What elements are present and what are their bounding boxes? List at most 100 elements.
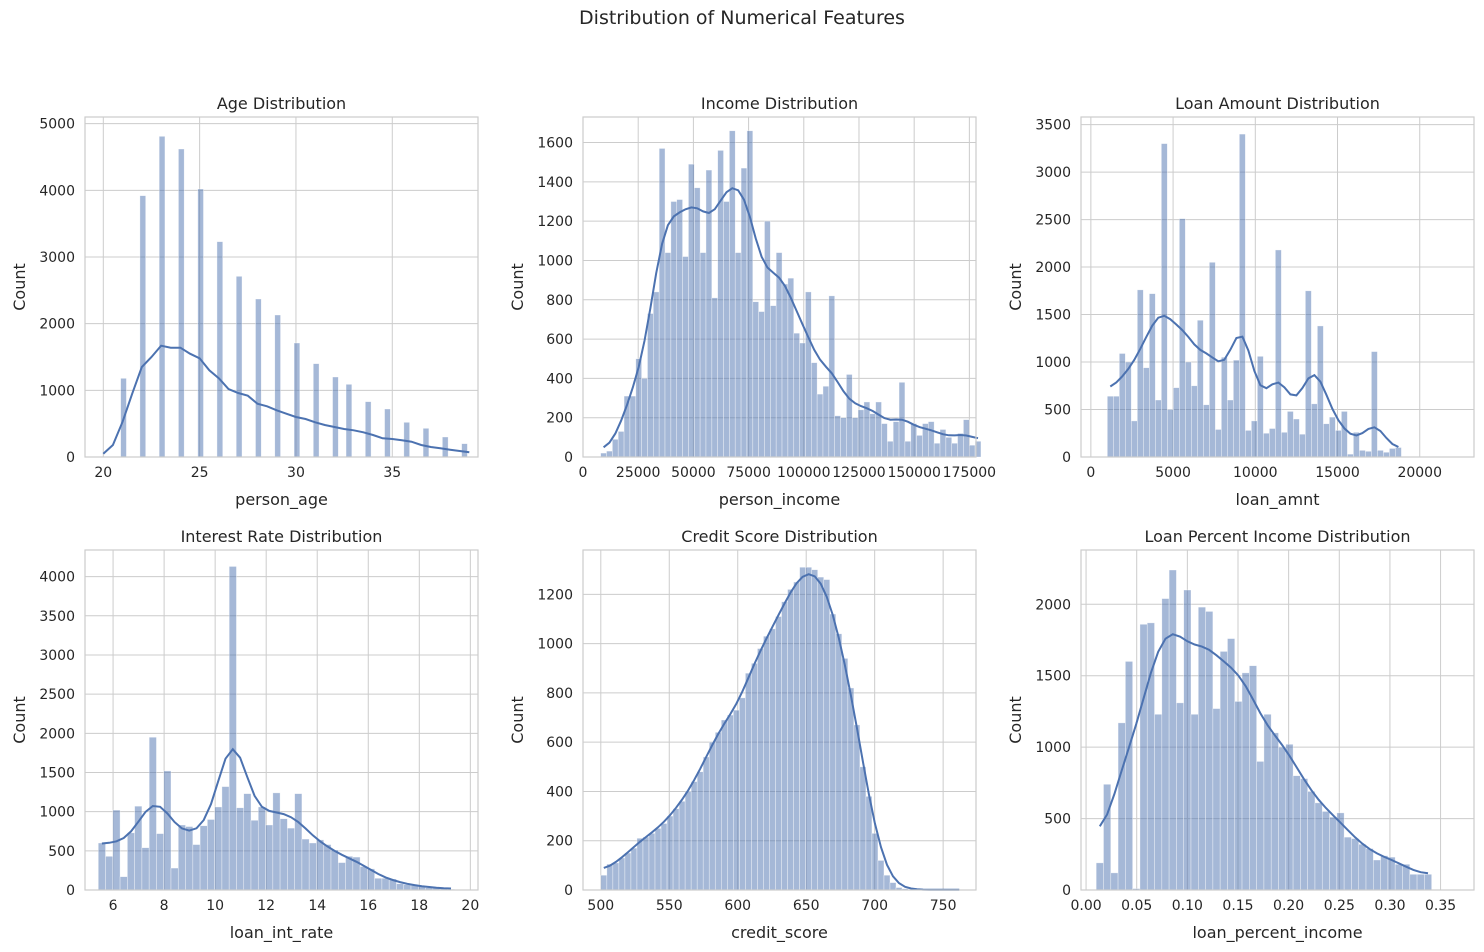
histogram-bar (758, 311, 765, 458)
histogram-bar (887, 440, 894, 458)
y-tick-label: 500 (1044, 812, 1071, 828)
histogram-bar (461, 443, 468, 458)
histogram-bar (654, 828, 662, 891)
histogram-bar (612, 862, 620, 891)
histogram-bar (805, 291, 812, 458)
histogram-bar (648, 833, 656, 891)
histogram-bar (816, 393, 824, 458)
x-tick-label: 0.25 (1324, 898, 1355, 914)
y-tick-label: 500 (48, 844, 75, 860)
axes-frame (1080, 549, 1475, 891)
histogram-bar (185, 826, 194, 891)
histogram-bar (228, 566, 237, 891)
histogram-bar (1197, 606, 1206, 891)
axes-frame (582, 116, 977, 458)
histogram-bar (670, 201, 678, 458)
subplot-title: Interest Rate Distribution (181, 527, 383, 546)
histogram-bar (1173, 387, 1180, 458)
y-tick-label: 1000 (39, 383, 75, 399)
histogram-bar (723, 201, 730, 458)
histogram-bar (1119, 353, 1126, 458)
histogram-bar (781, 601, 788, 891)
x-tick-label: 0.20 (1273, 898, 1304, 914)
histogram-bar (308, 842, 317, 891)
histogram-bar (197, 188, 204, 458)
y-tick-label: 500 (1044, 403, 1071, 419)
histogram-bar (910, 423, 917, 458)
y-tick-label: 3000 (39, 250, 75, 266)
y-tick-label: 800 (546, 293, 573, 309)
histogram-bar (904, 440, 912, 458)
histogram-bar (727, 714, 734, 891)
histogram-bar (857, 409, 865, 458)
histogram-bar (1275, 249, 1282, 458)
subplot-1: 20 25 30 35 0 1000 2000 3000 4000 5000 Age Distrib… (10, 94, 479, 510)
histogram-bar (1197, 319, 1204, 458)
histogram-bar (1131, 420, 1138, 458)
histogram-bar (875, 401, 882, 458)
histogram-bar (757, 648, 764, 891)
histogram-bar (835, 633, 843, 891)
histogram-bar (1179, 218, 1186, 458)
histogram-bar (822, 385, 830, 458)
x-tick-label: 0.00 (1070, 898, 1101, 914)
histogram-bar (199, 825, 208, 891)
histogram-bar (279, 818, 288, 891)
y-tick-label: 0 (564, 883, 573, 899)
x-tick-label: 125000 (832, 465, 885, 481)
histogram-bar (630, 847, 638, 891)
histogram-bar (851, 417, 859, 458)
axes-frame (582, 549, 977, 891)
histogram-bar (1371, 351, 1378, 458)
histogram-bar (678, 801, 686, 891)
histogram-bar (374, 877, 383, 891)
y-tick-label: 4000 (39, 570, 75, 586)
histogram-bar (1212, 708, 1221, 891)
histogram-bar (287, 827, 295, 891)
y-tick-label: 2000 (1035, 597, 1071, 613)
histogram-bar (1351, 838, 1360, 891)
histogram-bar (148, 736, 157, 891)
y-axis-label: Count (1006, 263, 1025, 311)
y-tick-label: 1200 (537, 587, 573, 603)
histogram-bar (1307, 791, 1316, 891)
histogram-bar (823, 579, 831, 891)
y-tick-label: 200 (546, 411, 573, 427)
histogram-bar (764, 220, 771, 458)
histogram-bar (721, 719, 728, 891)
y-tick-label: 1000 (537, 253, 573, 269)
histogram-bar (265, 824, 274, 891)
x-tick-label: 0 (1086, 465, 1095, 481)
histogram-bar (1269, 428, 1276, 458)
histogram-bar (1394, 863, 1403, 891)
histogram-bar (1341, 411, 1348, 458)
x-tick-label: 100000 (777, 465, 830, 481)
histogram-bar (606, 450, 613, 458)
histogram-bar (105, 856, 114, 891)
figure-title: Distribution of Numerical Features (579, 7, 905, 29)
histogram-bar (729, 130, 736, 458)
histogram-bar (301, 838, 310, 891)
x-tick-label: 0.35 (1425, 898, 1456, 914)
y-tick-label: 1500 (1035, 669, 1071, 685)
histogram-bar (1233, 359, 1240, 458)
histogram-bar (629, 395, 637, 458)
histogram-bar (119, 876, 128, 891)
histogram-bar (752, 301, 759, 458)
histogram-bar (1245, 430, 1252, 458)
histogram-bar (624, 852, 632, 891)
histogram-bar (810, 362, 818, 458)
histogram-bar (1257, 356, 1264, 458)
histogram-bar (1365, 848, 1374, 891)
y-tick-label: 1400 (537, 175, 573, 191)
histogram-bar (846, 374, 853, 458)
x-axis-label: loan_percent_income (1192, 923, 1362, 943)
histogram-bar (1205, 611, 1214, 891)
histogram-bar (1377, 450, 1384, 458)
y-tick-label: 200 (546, 834, 573, 850)
histogram-bar (1239, 133, 1246, 458)
histogram-bar (332, 376, 339, 458)
histogram-bar (359, 866, 368, 891)
x-tick-label: 10000 (1233, 465, 1278, 481)
histogram-bar (647, 313, 654, 458)
